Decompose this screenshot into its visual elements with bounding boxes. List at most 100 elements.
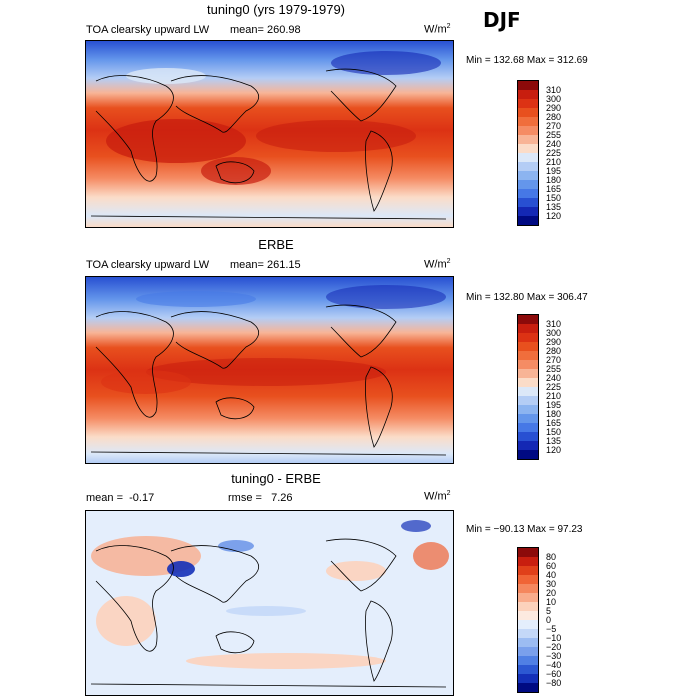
colorbar-tick-label: 195: [546, 165, 562, 176]
colorbar-swatch: [518, 584, 538, 593]
colorbar-tick-label: 165: [546, 417, 562, 428]
colorbar-swatch: [518, 216, 538, 225]
panel3-minmax: Min = −90.13 Max = 97.23: [466, 524, 583, 535]
panel1-coastlines: [90, 68, 447, 220]
colorbar-tick-label: 30: [546, 578, 557, 589]
colorbar-swatch: [518, 315, 538, 324]
panel3-positive-anomaly: [186, 653, 386, 669]
panel3-units-text: W/m: [424, 490, 447, 503]
colorbar-tick-label: −30: [546, 650, 562, 661]
panel2-title: ERBE: [258, 237, 294, 252]
colorbar-tick-label: 10: [546, 596, 557, 607]
panel3-colorbar: [517, 547, 539, 693]
colorbar-swatch: [518, 333, 538, 342]
colorbar-swatch: [518, 396, 538, 405]
colorbar-tick-label: 225: [546, 147, 562, 158]
panel1-units: W/m2: [424, 23, 451, 36]
colorbar-tick-label: 20: [546, 587, 557, 598]
panel3-positive-anomaly: [96, 596, 156, 646]
colorbar-swatch: [518, 405, 538, 414]
colorbar-swatch: [518, 566, 538, 575]
colorbar-tick-label: 5: [546, 605, 552, 616]
colorbar-swatch: [518, 81, 538, 90]
colorbar-swatch: [518, 450, 538, 459]
colorbar-tick-label: 150: [546, 426, 562, 437]
colorbar-tick-label: 300: [546, 93, 562, 104]
colorbar-swatch: [518, 144, 538, 153]
panel1-mean: mean= 260.98: [230, 24, 301, 36]
panel3-negative-anomaly: [218, 540, 254, 552]
panel3-map-svg: [86, 511, 453, 695]
panel1-cold-region: [331, 51, 441, 75]
panel3-title: tuning0 - ERBE: [231, 471, 321, 486]
colorbar-swatch: [518, 557, 538, 566]
colorbar-tick-label: −10: [546, 632, 562, 643]
panel3-units-exp: 2: [446, 490, 451, 497]
colorbar-swatch: [518, 629, 538, 638]
colorbar-tick-label: 210: [546, 156, 562, 167]
colorbar-swatch: [518, 171, 538, 180]
panel1-minmax: Min = 132.68 Max = 312.69: [466, 55, 588, 66]
colorbar-swatch: [518, 117, 538, 126]
panel3-negative-anomaly: [401, 520, 431, 532]
colorbar-tick-label: 120: [546, 210, 562, 221]
panel2-units-exp: 2: [446, 258, 451, 265]
colorbar-tick-label: 300: [546, 327, 562, 338]
colorbar-swatch: [518, 575, 538, 584]
colorbar-swatch: [518, 180, 538, 189]
panel3-mean-value: -0.17: [129, 492, 155, 504]
colorbar-swatch: [518, 99, 538, 108]
panel2-map: [85, 276, 454, 464]
colorbar-tick-label: 210: [546, 390, 562, 401]
colorbar-swatch: [518, 360, 538, 369]
panel2-field-label: TOA clearsky upward LW: [86, 259, 210, 271]
colorbar-tick-label: 280: [546, 111, 562, 122]
panel2-minmax: Min = 132.80 Max = 306.47: [466, 292, 588, 303]
panel3-positive-anomaly: [413, 542, 449, 570]
colorbar-tick-label: 150: [546, 192, 562, 203]
colorbar-tick-label: 240: [546, 138, 562, 149]
colorbar-swatch: [518, 665, 538, 674]
colorbar-swatch: [518, 548, 538, 557]
colorbar-swatch: [518, 414, 538, 423]
colorbar-swatch: [518, 683, 538, 692]
panel2-mean-label: mean=: [230, 259, 264, 271]
panel3-rmse-label: rmse =: [228, 492, 262, 504]
panel2-cold-region: [326, 285, 446, 309]
panel3-negative-anomaly: [167, 561, 195, 577]
panel2-warm-region: [101, 370, 191, 394]
colorbar-tick-label: 290: [546, 102, 562, 113]
panel2-mean: mean= 261.15: [230, 259, 301, 271]
panel1-field-label: TOA clearsky upward LW: [86, 24, 210, 36]
panel3-negative-anomaly: [226, 606, 306, 616]
colorbar-tick-label: −40: [546, 659, 562, 670]
panel1-mean-value: 260.98: [267, 24, 301, 36]
colorbar-swatch: [518, 342, 538, 351]
colorbar-tick-label: 240: [546, 372, 562, 383]
panel1-warm-region: [201, 157, 271, 185]
panel1-cold-region: [126, 68, 206, 84]
colorbar-tick-label: 80: [546, 551, 557, 562]
colorbar-swatch: [518, 207, 538, 216]
colorbar-swatch: [518, 432, 538, 441]
panel1-map: [85, 40, 454, 228]
colorbar-swatch: [518, 378, 538, 387]
panel1-units-exp: 2: [446, 23, 451, 30]
panel3-coastlines: [90, 538, 447, 688]
panel3-mean: mean = -0.17: [86, 492, 154, 504]
colorbar-tick-label: −80: [546, 677, 562, 688]
colorbar-tick-label: 40: [546, 569, 557, 580]
panel3-mean-label: mean =: [86, 492, 123, 504]
colorbar-tick-label: −5: [546, 623, 557, 634]
colorbar-swatch: [518, 611, 538, 620]
colorbar-swatch: [518, 638, 538, 647]
colorbar-tick-label: 180: [546, 408, 562, 419]
colorbar-swatch: [518, 198, 538, 207]
colorbar-swatch: [518, 423, 538, 432]
panel1-warm-region: [256, 120, 416, 152]
colorbar-tick-label: −60: [546, 668, 562, 679]
colorbar-tick-label: 225: [546, 381, 562, 392]
colorbar-tick-label: 135: [546, 201, 562, 212]
panel1-units-text: W/m: [424, 23, 447, 36]
colorbar-tick-label: 195: [546, 399, 562, 410]
